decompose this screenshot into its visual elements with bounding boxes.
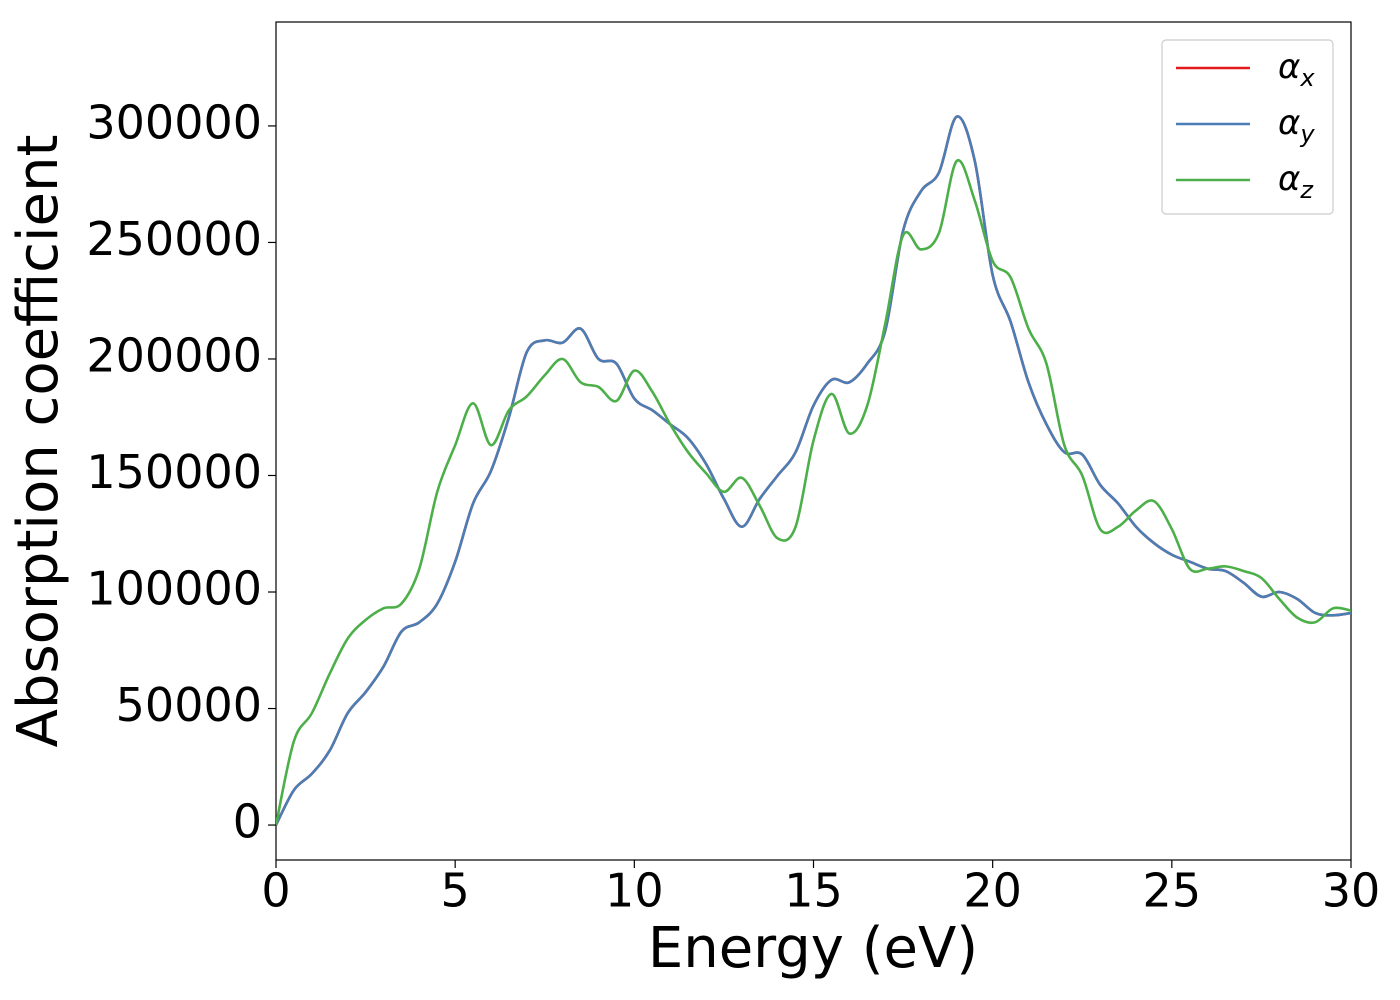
y-tick-label: 250000 xyxy=(86,212,262,266)
x-tick-label: 5 xyxy=(441,864,470,918)
data-line xyxy=(276,159,1351,826)
data-line xyxy=(276,115,1351,826)
x-axis-label: Energy (eV) xyxy=(648,916,978,981)
y-tick-label: 50000 xyxy=(116,678,262,732)
legend-box xyxy=(1161,39,1334,215)
y-tick-label: 150000 xyxy=(86,445,262,499)
y-tick-label: 0 xyxy=(233,795,262,849)
legend-label: αz xyxy=(1278,159,1314,204)
y-tick-label: 300000 xyxy=(86,95,262,149)
legend-label: αy xyxy=(1278,103,1315,148)
data-line xyxy=(276,115,1351,826)
x-tick-label: 0 xyxy=(261,864,290,918)
x-tick-label: 20 xyxy=(963,864,1022,918)
x-tick-label: 30 xyxy=(1322,864,1381,918)
x-tick-label: 10 xyxy=(605,864,664,918)
y-tick-label: 100000 xyxy=(86,562,262,616)
x-tick-label: 15 xyxy=(784,864,843,918)
y-tick-label: 200000 xyxy=(86,328,262,382)
legend-label: αx xyxy=(1278,47,1315,92)
x-tick-label: 25 xyxy=(1143,864,1202,918)
y-axis-label: Absorption coefficient xyxy=(6,135,71,748)
